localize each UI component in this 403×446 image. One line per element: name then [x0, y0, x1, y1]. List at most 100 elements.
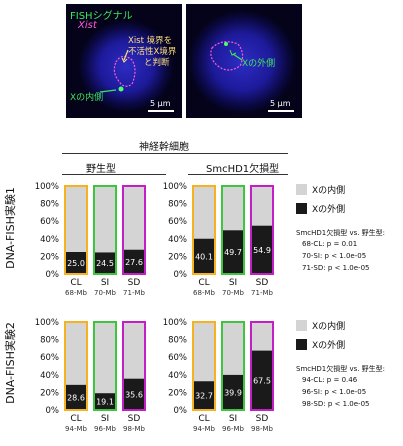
category-sublabel: 71-Mb	[251, 289, 273, 297]
stats-exp1-line3: 71-SD: p < 1.0e-05	[302, 264, 370, 272]
bar-inside-cl	[65, 322, 87, 385]
category-sublabel: 68-Mb	[193, 289, 215, 297]
y-tick-label: 60%	[40, 217, 59, 227]
bar-inside-sd	[251, 322, 273, 351]
bar-outside-cl	[193, 238, 215, 274]
legend-swatch-outside	[296, 203, 307, 214]
category-label: SI	[101, 414, 109, 424]
boundary-note-line2: 不活性X境界	[128, 47, 177, 57]
bar-inside-sd	[123, 322, 145, 379]
micrograph-left-overlay	[99, 49, 174, 112]
stats-exp2-line1: 94-CL: p = 0.46	[302, 376, 358, 384]
category-sublabel: 71-Mb	[123, 289, 145, 297]
bar-outside-cl	[193, 381, 215, 410]
bar-border-cl	[192, 185, 216, 275]
stats-exp1-line2: 70-SI: p < 1.0e-05	[302, 252, 367, 260]
stats-exp1-title: SmcHD1欠損型 vs. 野生型:	[296, 229, 386, 237]
bar-value-label: 19.1	[96, 398, 114, 407]
bar-value-label: 24.5	[96, 259, 114, 268]
bar-value-label: 35.6	[125, 390, 143, 399]
y-tick-label: 20%	[168, 252, 187, 262]
col-header-smchd1: SmcHD1欠損型	[206, 164, 280, 175]
bar-border-cl	[192, 321, 216, 411]
legend-swatch-inside-2	[296, 320, 307, 331]
y-tick-label: 80%	[168, 336, 187, 346]
micrograph-right-overlay	[210, 41, 294, 112]
bar-border-si	[221, 185, 245, 275]
bar-border-sd	[122, 321, 146, 411]
bar-value-label: 39.9	[224, 388, 242, 397]
category-label: SD	[256, 414, 269, 424]
row-label-exp1: DNA-FISH実験1	[4, 187, 17, 269]
category-sublabel: 70-Mb	[222, 289, 244, 297]
y-tick-label: 60%	[168, 353, 187, 363]
header-divider	[62, 153, 288, 154]
col-divider-wildtype	[62, 174, 166, 175]
y-tick-label: 80%	[40, 336, 59, 346]
category-label: SD	[128, 278, 141, 288]
bar-outside-si	[94, 252, 116, 274]
category-label: CL	[198, 414, 209, 424]
category-label: CL	[70, 414, 81, 424]
category-sublabel: 96-Mb	[94, 425, 116, 433]
scale-bar-label-left: 5 µm	[150, 99, 171, 108]
category-label: SI	[101, 278, 109, 288]
category-sublabel: 98-Mb	[123, 425, 145, 433]
bar-border-si	[93, 185, 117, 275]
bar-outside-sd	[123, 249, 145, 274]
legend-label-inside-2: Xの内側	[312, 322, 346, 332]
stats-exp2: SmcHD1欠損型 vs. 野生型: 94-CL: p = 0.46 96-SI…	[296, 364, 402, 424]
bar-border-cl	[64, 321, 88, 411]
legend-exp2: Xの内側 Xの外側	[296, 318, 401, 358]
bar-border-si	[221, 321, 245, 411]
y-tick-label: 0%	[46, 270, 60, 280]
bar-inside-cl	[65, 186, 87, 252]
category-sublabel: 68-Mb	[65, 289, 87, 297]
bar-value-label: 67.5	[253, 376, 271, 385]
legend-label-outside-2: Xの外側	[312, 341, 346, 351]
bar-value-label: 54.9	[253, 246, 271, 255]
y-tick-label: 40%	[40, 235, 59, 245]
legend-label-outside: Xの外側	[312, 205, 346, 215]
category-sublabel: 96-Mb	[222, 425, 244, 433]
bar-value-label: 27.6	[125, 258, 143, 267]
y-tick-label: 60%	[168, 217, 187, 227]
col-header-wildtype: 野生型	[86, 164, 116, 175]
y-tick-label: 20%	[40, 252, 59, 262]
scale-bar-label-right: 5 µm	[270, 99, 291, 108]
bar-inside-si	[222, 186, 244, 231]
bar-outside-cl	[65, 384, 87, 410]
stats-exp2-title: SmcHD1欠損型 vs. 野生型:	[296, 365, 386, 373]
bar-inside-sd	[251, 186, 273, 226]
bar-border-si	[93, 321, 117, 411]
y-tick-label: 40%	[168, 235, 187, 245]
bar-value-label: 28.6	[67, 393, 85, 402]
row-label-exp2: DNA-FISH実験2	[4, 322, 17, 404]
legend-label-inside: Xの内側	[312, 186, 346, 196]
outside-x-label: Xの外側	[242, 59, 276, 69]
boundary-note-line1: Xist 境界を	[128, 36, 173, 46]
y-tick-label: 40%	[168, 371, 187, 381]
stats-exp2-line2: 96-SI: p < 1.0e-05	[302, 388, 367, 396]
category-sublabel: 94-Mb	[65, 425, 87, 433]
category-sublabel: 94-Mb	[193, 425, 215, 433]
cell-type-header: 神経幹細胞	[139, 142, 189, 153]
col-divider-smchd1	[188, 174, 288, 175]
bar-outside-sd	[251, 350, 273, 410]
category-sublabel: 98-Mb	[251, 425, 273, 433]
bar-border-sd	[122, 185, 146, 275]
boundary-note-line3: と判断	[144, 58, 170, 68]
category-label: SD	[128, 414, 141, 424]
y-tick-label: 0%	[174, 406, 188, 416]
bar-border-sd	[250, 321, 274, 411]
y-tick-label: 100%	[35, 318, 59, 328]
bar-value-label: 49.7	[224, 248, 242, 257]
stats-exp1-line1: 68-CL: p = 0.01	[302, 240, 358, 248]
y-tick-label: 20%	[168, 388, 187, 398]
bar-outside-si	[94, 393, 116, 410]
y-tick-label: 0%	[46, 406, 60, 416]
